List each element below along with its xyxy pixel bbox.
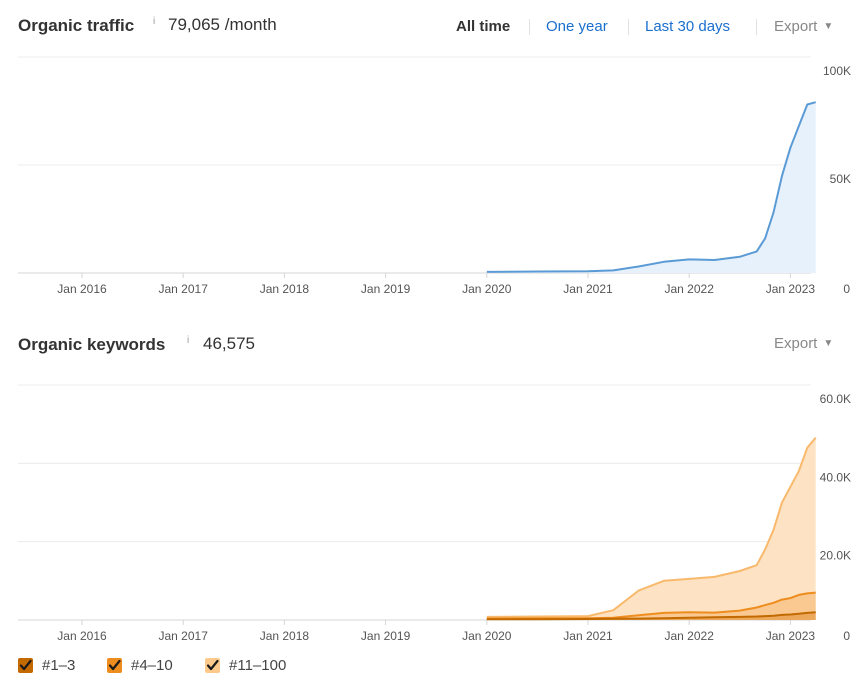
traffic-area (486, 102, 816, 273)
chevron-down-icon: ▼ (823, 338, 834, 349)
area-top10 (486, 592, 816, 620)
range-divider (628, 19, 629, 35)
x-tick-label: Jan 2016 (57, 629, 107, 643)
area-top3 (486, 612, 816, 620)
x-tick-label: Jan 2022 (665, 282, 715, 296)
traffic-chart: Jan 2016 Jan 2017 Jan 2018 Jan 2019 Jan 2020… (18, 56, 851, 296)
keywords-value: 46,575 (203, 334, 255, 353)
chevron-down-icon: ▼ (823, 21, 834, 32)
line-top100 (486, 436, 817, 618)
line-top10 (486, 591, 816, 620)
x-tick-label: Jan 2020 (462, 282, 512, 296)
x-tick-label: Jan 2019 (361, 282, 411, 296)
x-tick-label: Jan 2017 (159, 629, 209, 643)
traffic-export-button[interactable]: Export ▼ (774, 18, 833, 35)
x-tick-label: Jan 2018 (260, 629, 310, 643)
keywords-header: Organic keywords i 46,575 Export ▼ (0, 333, 866, 363)
y-tick-label: 0 (843, 629, 850, 643)
x-tick-label: Jan 2019 (361, 629, 411, 643)
checkbox-checked-icon[interactable] (107, 658, 122, 673)
y-tick-label: 50K (830, 172, 851, 186)
range-all-time[interactable]: All time (456, 18, 511, 35)
keywords-export-button[interactable]: Export ▼ (774, 335, 833, 352)
x-tick-label: Jan 2017 (159, 282, 209, 296)
legend-label: #11–100 (229, 657, 287, 674)
y-tick-label: 60.0K (820, 392, 851, 406)
y-tick-label: 0 (843, 282, 850, 296)
export-label: Export (774, 335, 818, 352)
traffic-header: Organic traffic i 79,065 /month All time… (0, 14, 866, 44)
legend-label: #1–3 (42, 657, 76, 674)
export-label: Export (774, 18, 818, 35)
traffic-info-icon[interactable]: i (153, 16, 156, 27)
range-divider (529, 19, 530, 35)
y-tick-label: 20.0K (820, 549, 851, 563)
x-tick-label: Jan 2016 (57, 282, 107, 296)
y-tick-label: 100K (823, 64, 851, 78)
area-top100 (486, 437, 816, 620)
line-top3 (486, 611, 816, 621)
range-one-year[interactable]: One year (546, 18, 608, 35)
legend-label: #4–10 (131, 657, 173, 674)
x-tick-label: Jan 2020 (462, 629, 512, 643)
range-divider (756, 19, 757, 35)
keywords-chart: Jan 2016 Jan 2017 Jan 2018 Jan 2019 Jan 2020… (18, 384, 851, 643)
traffic-line (486, 101, 816, 273)
x-tick-label: Jan 2023 (766, 629, 816, 643)
x-tick-label: Jan 2022 (665, 629, 715, 643)
checkbox-checked-icon[interactable] (18, 658, 33, 673)
x-tick-label: Jan 2018 (260, 282, 310, 296)
x-tick-label: Jan 2021 (563, 629, 613, 643)
checkbox-checked-icon[interactable] (205, 658, 220, 673)
traffic-title: Organic traffic (18, 16, 135, 35)
y-tick-label: 40.0K (820, 470, 851, 484)
x-tick-label: Jan 2021 (563, 282, 613, 296)
x-tick-label: Jan 2023 (766, 282, 816, 296)
traffic-value: 79,065 /month (168, 15, 277, 34)
range-last-30-days[interactable]: Last 30 days (645, 18, 731, 35)
keywords-title: Organic keywords (18, 335, 166, 354)
keywords-info-icon[interactable]: i (187, 335, 190, 346)
